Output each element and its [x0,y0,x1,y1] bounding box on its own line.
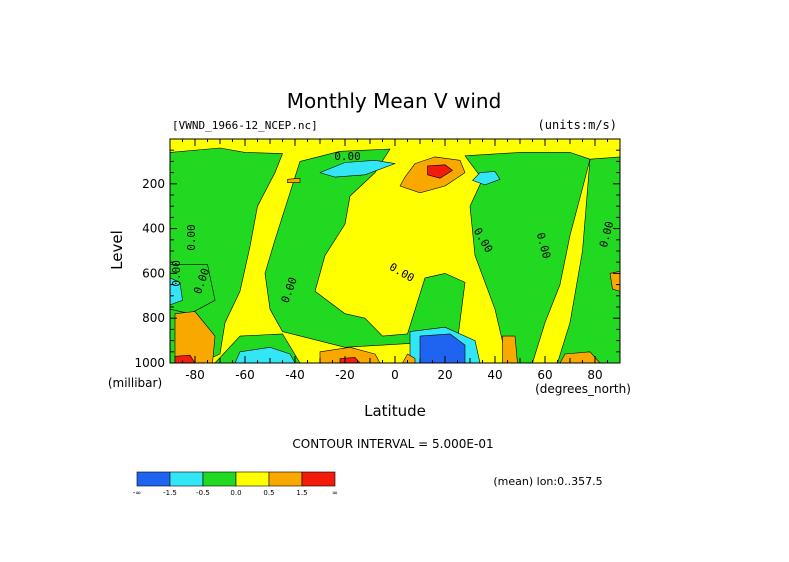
contour-region-21 [174,354,196,363]
x-tick-label: 80 [587,368,602,382]
colorbar-tick-label: 0.0 [230,489,241,497]
x-tick-label: 20 [437,368,452,382]
y-tick-label: 800 [142,311,165,325]
colorbar-swatch [235,471,270,487]
mean-note: (mean) lon:0..357.5 [493,475,602,488]
contour-region-20 [427,164,453,179]
x-tick-label: 0 [391,368,399,382]
x-axis: -80 -60 -40 -20 0 20 40 60 80 [169,139,621,382]
colorbar-swatch [202,471,237,487]
contour-region-2 [464,152,591,363]
contour-region-7 [472,171,501,186]
colorbar-tick-label: -1.5 [163,489,177,497]
colorbar-tick-label: -∞ [133,489,141,497]
dataset-label: [VWND_1966-12_NCEP.nc] [172,119,318,132]
x-tick-label: -80 [185,368,205,382]
colorbar-swatch [301,471,336,487]
colorbar-tick-label: 1.5 [296,489,307,497]
y-axis: 200 400 600 800 1000 [134,138,620,370]
colorbar-swatch [136,471,171,487]
colorbar-swatch [169,471,204,487]
contour-regions [170,147,620,363]
contour-region-14 [174,311,216,363]
x-tick-label: -40 [285,368,305,382]
contour-region-8 [234,346,296,363]
colorbar-tick-label: 0.5 [263,489,274,497]
colorbar-tick-label: -0.5 [196,489,210,497]
contour-region-19 [609,270,620,292]
y-tick-label: 1000 [134,356,165,370]
contour-label: 0.00 [334,150,361,163]
x-tick-label: -20 [335,368,355,382]
colorbar-swatch [268,471,303,487]
colorbar-tick-label: ∞ [332,489,338,497]
y-tick-label: 600 [142,266,165,280]
x-unit-label: (degrees_north) [535,382,631,396]
contour-interval-text: CONTOUR INTERVAL = 5.000E-01 [292,437,493,451]
contour-region-16 [402,353,416,363]
x-tick-label: -60 [235,368,255,382]
y-tick-label: 200 [142,177,165,191]
units-label: (units:m/s) [538,118,617,132]
y-tick-label: 400 [142,222,165,236]
contour-label: 0.00 [185,224,198,251]
contour-region-4 [557,156,620,363]
x-axis-title: Latitude [364,402,426,420]
y-unit-label: (millibar) [108,376,162,390]
contour-region-1 [264,148,466,348]
x-tick-label: 60 [537,368,552,382]
contour-region-13 [287,177,301,183]
colorbar: -∞ -1.5 -0.5 0.0 0.5 1.5 ∞ [133,471,338,497]
contour-region-6 [319,160,396,178]
x-tick-label: 40 [487,368,502,382]
contour-region-17 [502,335,518,363]
chart-title: Monthly Mean V wind [287,89,502,113]
contour-region-3 [170,264,216,315]
y-axis-title: Level [108,230,126,270]
